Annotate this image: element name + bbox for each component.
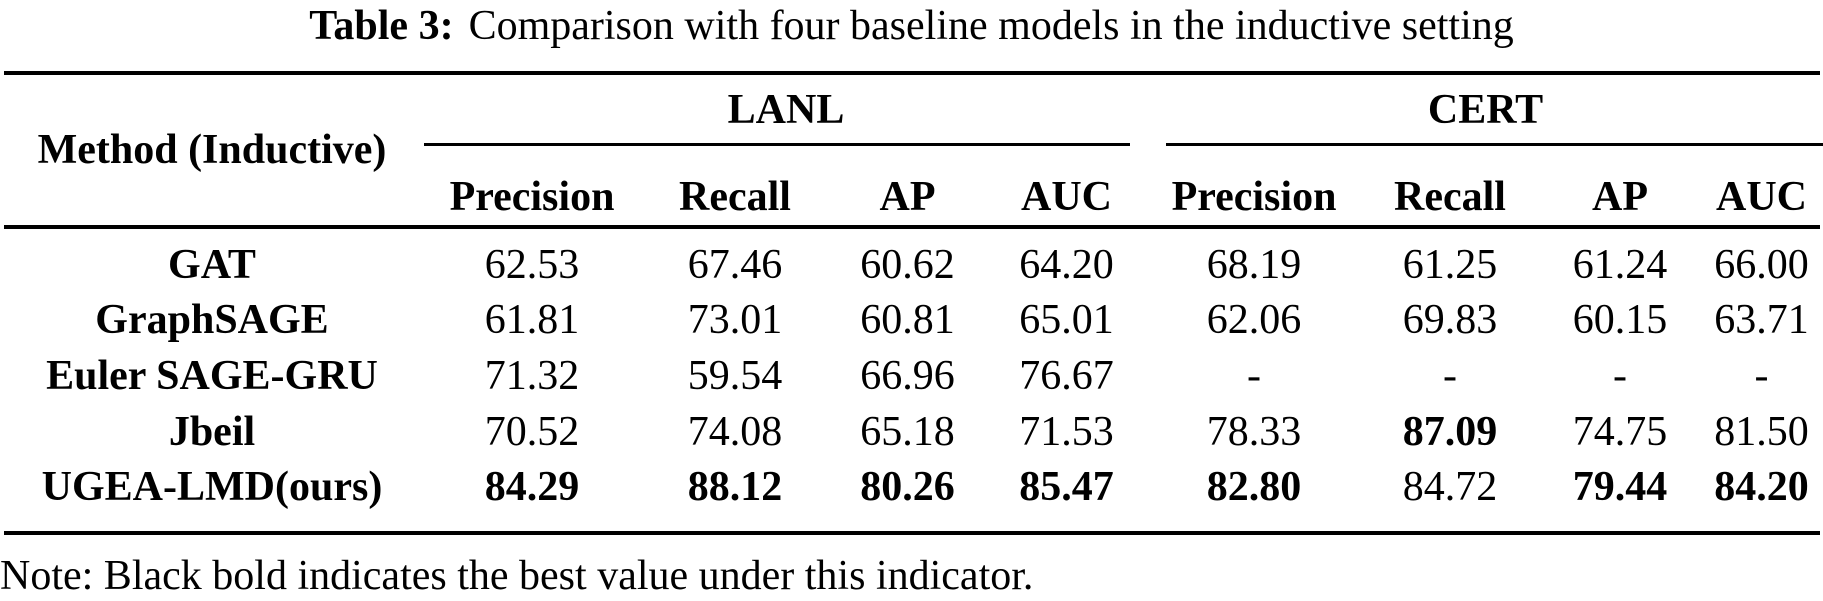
value-cell: 85.47	[1019, 464, 1114, 511]
value-cell: 82.80	[1206, 464, 1302, 511]
value-cell: -	[1613, 352, 1627, 399]
table-caption-label: Table 3:	[309, 3, 454, 49]
value-cell: 81.50	[1714, 408, 1809, 455]
table-cmidrule-lanl	[424, 143, 1130, 146]
table-rule-bottom	[4, 531, 1820, 535]
value-cell: -	[1754, 352, 1769, 399]
metric-header-spacer	[0, 171, 424, 223]
value-cell: 74.75	[1572, 408, 1668, 455]
table-footnote: Note: Black bold indicates the best valu…	[0, 553, 1034, 599]
column-header-method: Method (Inductive)	[37, 127, 387, 173]
value-cell: 84.20	[1714, 464, 1809, 511]
value-cell: 59.54	[687, 352, 783, 399]
row-method-label: Euler SAGE-GRU	[46, 352, 378, 399]
value-cell: 68.19	[1206, 241, 1302, 288]
value-cell: 73.01	[687, 297, 783, 344]
column-header-cert-recall: Recall	[1394, 174, 1506, 220]
value-cell: 71.53	[1019, 408, 1114, 455]
value-cell: 61.24	[1572, 241, 1668, 288]
value-cell: 79.44	[1572, 464, 1668, 511]
column-header-lanl-precision: Precision	[449, 174, 615, 220]
group-header-cert: CERT	[1427, 87, 1544, 133]
value-cell: 88.12	[687, 464, 783, 511]
column-header-lanl-ap: AP	[879, 174, 936, 220]
row-method-label: GraphSAGE	[95, 297, 329, 344]
value-cell: 80.26	[860, 464, 955, 511]
group-header-row: LANL CERT	[0, 84, 1823, 136]
value-cell: 78.33	[1206, 408, 1302, 455]
group-header-lanl: LANL	[727, 87, 845, 133]
table-rule-top	[4, 71, 1820, 75]
table-caption: Table 3: Comparison with four baseline m…	[0, 0, 1823, 52]
value-cell: 65.18	[860, 408, 955, 455]
value-cell: 69.83	[1402, 297, 1498, 344]
value-cell: 66.00	[1714, 241, 1809, 288]
column-header-lanl-recall: Recall	[679, 174, 791, 220]
value-cell: 71.32	[484, 352, 580, 399]
row-method-label: GAT	[168, 241, 256, 288]
row-method-label: Jbeil	[168, 408, 256, 455]
column-header-cert-ap: AP	[1592, 174, 1648, 220]
value-cell: 65.01	[1019, 297, 1114, 344]
value-cell: 60.81	[860, 297, 955, 344]
value-cell: 84.72	[1402, 464, 1498, 511]
value-cell: 64.20	[1019, 241, 1114, 288]
value-cell: 66.96	[860, 352, 955, 399]
value-cell: 74.08	[687, 408, 783, 455]
value-cell: -	[1247, 352, 1261, 399]
table-cmidrule-cert	[1166, 143, 1823, 146]
column-header-cert-auc: AUC	[1716, 174, 1807, 220]
value-cell: 76.67	[1019, 352, 1114, 399]
value-cell: 61.25	[1402, 241, 1498, 288]
value-cell: 62.06	[1206, 297, 1302, 344]
value-cell: -	[1443, 352, 1457, 399]
value-cell: 60.62	[860, 241, 955, 288]
value-cell: 70.52	[484, 408, 580, 455]
table-body: GAT 62.53 67.46 60.62 64.20 68.19 61.25 …	[0, 237, 1823, 515]
value-cell: 87.09	[1402, 408, 1498, 455]
row-method-label: UGEA-LMD(ours)	[41, 464, 383, 511]
value-cell: 61.81	[484, 297, 580, 344]
metric-header-row: Precision Recall AP AUC Precision Recall…	[0, 171, 1823, 223]
value-cell: 67.46	[687, 241, 783, 288]
table-rule-header-bottom	[4, 225, 1820, 229]
value-cell: 84.29	[484, 464, 580, 511]
column-header-lanl-auc: AUC	[1021, 174, 1112, 220]
value-cell: 63.71	[1714, 297, 1809, 344]
table-caption-text: Comparison with four baseline models in …	[468, 3, 1514, 49]
value-cell: 60.15	[1572, 297, 1668, 344]
column-header-cert-precision: Precision	[1171, 174, 1337, 220]
value-cell: 62.53	[484, 241, 580, 288]
